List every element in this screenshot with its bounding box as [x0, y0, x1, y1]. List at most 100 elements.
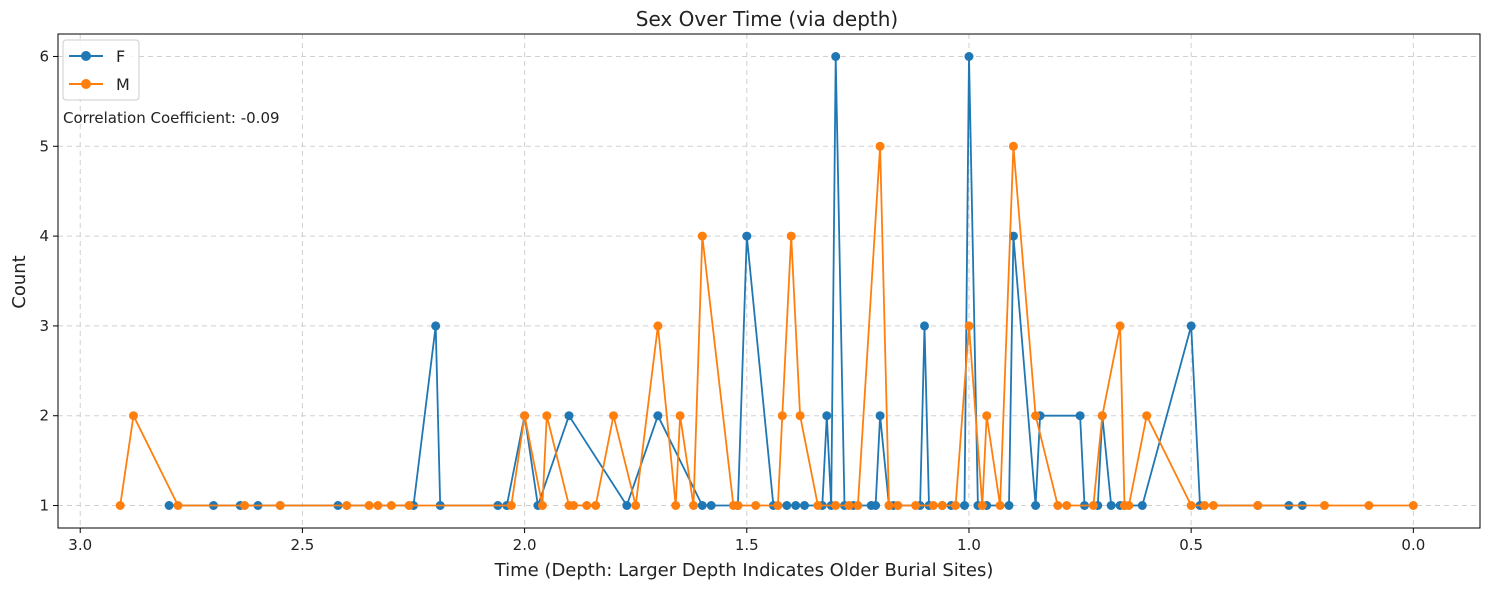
data-point-f: [800, 501, 809, 510]
y-tick-label: 2: [39, 407, 49, 425]
data-point-m: [1115, 321, 1125, 331]
data-point-f: [706, 501, 716, 510]
data-point-f: [920, 321, 929, 331]
x-axis-ticks: 3.0 2.5 2.0 1.5 1.0 0.5 0.0: [68, 528, 1425, 554]
series-line-f: [169, 55, 1303, 507]
y-axis-label: Count: [9, 255, 30, 308]
series-layer: [115, 52, 1418, 510]
x-tick-label: 3.0: [68, 536, 92, 554]
data-point-m: [506, 501, 516, 510]
data-point-m: [115, 501, 125, 510]
data-point-f: [1004, 501, 1014, 510]
data-point-f: [1186, 321, 1196, 331]
legend-marker-f: [81, 51, 91, 61]
data-point-m: [1088, 501, 1098, 510]
data-point-f: [831, 52, 841, 61]
chart-title: Sex Over Time (via depth): [636, 7, 898, 31]
series-line-m: [119, 145, 1414, 507]
data-point-m: [520, 411, 530, 421]
data-point-m: [173, 501, 183, 510]
data-point-m: [1008, 141, 1018, 151]
x-tick-label: 1.5: [735, 536, 759, 554]
legend: F M: [62, 39, 140, 101]
x-tick-label: 0.0: [1401, 536, 1425, 554]
data-point-m: [631, 501, 641, 510]
x-tick-label: 2.5: [290, 536, 314, 554]
legend-label-m: M: [116, 75, 130, 94]
data-point-f: [964, 52, 974, 61]
x-axis-label: Time (Depth: Larger Depth Indicates Olde…: [494, 560, 994, 581]
data-point-m: [1186, 501, 1196, 510]
data-point-m: [893, 501, 903, 510]
data-point-m: [1097, 411, 1107, 421]
data-point-m: [1031, 411, 1041, 421]
data-point-m: [853, 501, 863, 510]
data-point-m: [1408, 501, 1418, 510]
y-tick-label: 1: [39, 497, 49, 515]
data-point-m: [697, 231, 707, 241]
data-point-m: [569, 501, 578, 510]
data-point-f: [1031, 501, 1041, 510]
x-tick-label: 1.0: [957, 536, 981, 554]
data-point-m: [884, 501, 894, 510]
y-axis-ticks: 1 2 3 4 5 6: [39, 47, 58, 515]
data-point-m: [751, 501, 761, 510]
data-point-m: [542, 411, 552, 421]
data-point-m: [386, 501, 396, 510]
data-point-m: [773, 501, 783, 510]
data-point-m: [342, 501, 352, 510]
legend-label-f: F: [116, 47, 125, 66]
data-point-m: [129, 411, 138, 421]
data-point-m: [982, 411, 992, 421]
data-point-f: [1106, 501, 1116, 510]
data-point-m: [275, 501, 285, 510]
data-point-f: [564, 411, 574, 421]
data-point-m: [240, 501, 250, 510]
x-tick-label: 0.5: [1179, 536, 1203, 554]
data-point-f: [782, 501, 792, 510]
data-point-f: [622, 501, 632, 510]
y-tick-label: 3: [39, 317, 49, 335]
data-point-m: [1364, 501, 1374, 510]
data-point-m: [689, 501, 698, 510]
data-point-m: [733, 501, 743, 510]
data-point-f: [960, 501, 969, 510]
data-point-m: [671, 501, 681, 510]
data-point-m: [951, 501, 961, 510]
data-point-m: [995, 501, 1005, 510]
data-point-m: [373, 501, 383, 510]
data-point-m: [937, 501, 947, 510]
data-point-m: [875, 141, 885, 151]
data-point-f: [653, 411, 663, 421]
data-point-f: [875, 411, 885, 421]
data-point-m: [1053, 501, 1063, 510]
data-point-m: [1320, 501, 1329, 510]
data-point-f: [822, 411, 832, 421]
data-point-m: [831, 501, 841, 510]
data-point-m: [1253, 501, 1263, 510]
data-point-m: [844, 501, 854, 510]
data-point-m: [1208, 501, 1218, 510]
y-tick-label: 5: [39, 137, 49, 155]
data-point-m: [582, 501, 592, 510]
data-point-m: [786, 231, 796, 241]
data-point-m: [777, 411, 787, 421]
data-point-f: [697, 501, 707, 510]
data-point-f: [164, 501, 174, 510]
data-point-f: [431, 321, 441, 331]
data-point-f: [791, 501, 801, 510]
data-point-m: [537, 501, 547, 510]
data-point-m: [609, 411, 618, 421]
series-f: [164, 52, 1307, 510]
data-point-m: [1062, 501, 1072, 510]
data-point-m: [928, 501, 938, 510]
data-point-m: [591, 501, 601, 510]
data-point-m: [1142, 411, 1152, 421]
data-point-m: [1124, 501, 1134, 510]
plot-frame: [57, 33, 1481, 529]
data-point-m: [364, 501, 374, 510]
data-point-m: [813, 501, 823, 510]
data-point-m: [404, 501, 414, 510]
x-tick-label: 2.0: [513, 536, 537, 554]
